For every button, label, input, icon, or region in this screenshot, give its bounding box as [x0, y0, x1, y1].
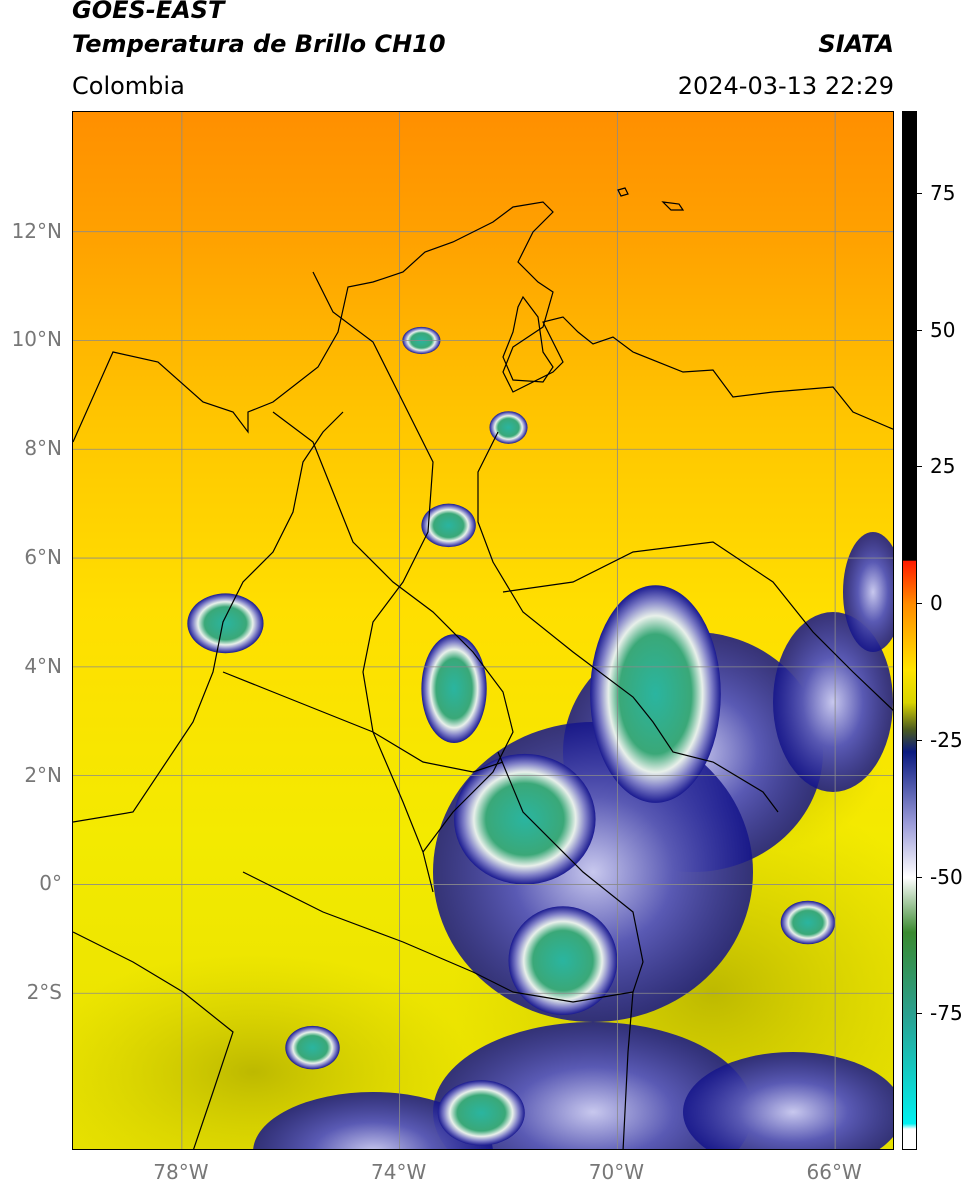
colorbar-tick-label: -75 [930, 1001, 963, 1026]
temperature-map [73, 112, 893, 1149]
lon-label: 78°W [153, 1160, 209, 1184]
lat-label: 0° [39, 871, 62, 896]
colorbar-tick-label: 75 [930, 181, 956, 206]
amazonas-cell [437, 1080, 525, 1146]
lake-maracaibo [502, 295, 554, 383]
caribbean-coastline [73, 201, 893, 443]
magdalena-medio-cell [421, 503, 476, 548]
east-cell [780, 900, 836, 945]
agency-label: SIATA [818, 30, 894, 58]
lat-label: 10°N [11, 327, 62, 352]
colombia-brazil-border [497, 751, 644, 1149]
colombia-peru-border [242, 871, 634, 1003]
region-label: Colombia [72, 72, 185, 100]
catatumbo-cell [489, 411, 528, 444]
map-panel[interactable] [72, 111, 894, 1150]
guaviare-cell [454, 753, 596, 885]
lat-label: 8°N [24, 436, 62, 461]
colorbar [902, 111, 917, 1150]
colorbar-gradient [903, 112, 916, 1149]
colorbar-tick [916, 466, 922, 468]
gridlines [73, 112, 893, 1149]
satellite-title: GOES-EAST [72, 0, 225, 24]
lat-label: 12°N [11, 218, 62, 243]
aruba-island [617, 187, 629, 197]
vaupes-cell [508, 906, 618, 1016]
colorbar-tick-label: 25 [930, 454, 956, 479]
putumayo-cell [285, 1025, 340, 1070]
lat-label: 6°N [24, 545, 62, 570]
internal-border-north [312, 271, 434, 893]
internal-border-east [502, 541, 893, 711]
colorbar-tick [916, 329, 922, 331]
lat-label: 2°N [24, 762, 62, 787]
lon-label: 70°W [588, 1160, 644, 1184]
cold-cloud-tops [187, 326, 836, 1146]
colorbar-tick [916, 193, 922, 195]
lat-label: 2°S [26, 980, 62, 1005]
curacao-island [661, 201, 685, 211]
peru-ecuador-border [73, 931, 234, 1149]
lon-label: 74°W [370, 1160, 427, 1184]
uraba-cell [187, 593, 264, 654]
colorbar-tick-label: -50 [930, 864, 963, 889]
internal-border-south [222, 671, 504, 773]
colorbar-tick [916, 1013, 922, 1015]
colorbar-tick [916, 603, 922, 605]
datetime-label: 2024-03-13 22:29 [677, 72, 894, 100]
colorbar-tick-label: 0 [930, 591, 943, 616]
venezuela-cell [590, 585, 721, 803]
meta-cell [421, 634, 487, 744]
colorbar-tick-label: -25 [930, 727, 963, 752]
colorbar-tick [916, 739, 922, 741]
lon-label: 66°W [806, 1160, 862, 1184]
lat-label: 4°N [24, 653, 62, 678]
political-borders [73, 187, 893, 1149]
colorbar-tick [916, 876, 922, 878]
pacific-coastline [73, 411, 344, 823]
colorbar-fill [903, 112, 916, 1149]
product-title: Temperatura de Brillo CH10 [72, 30, 446, 58]
colombia-venezuela-border [477, 431, 779, 813]
internal-border-center [272, 411, 514, 853]
colorbar-tick-label: 50 [930, 317, 956, 342]
